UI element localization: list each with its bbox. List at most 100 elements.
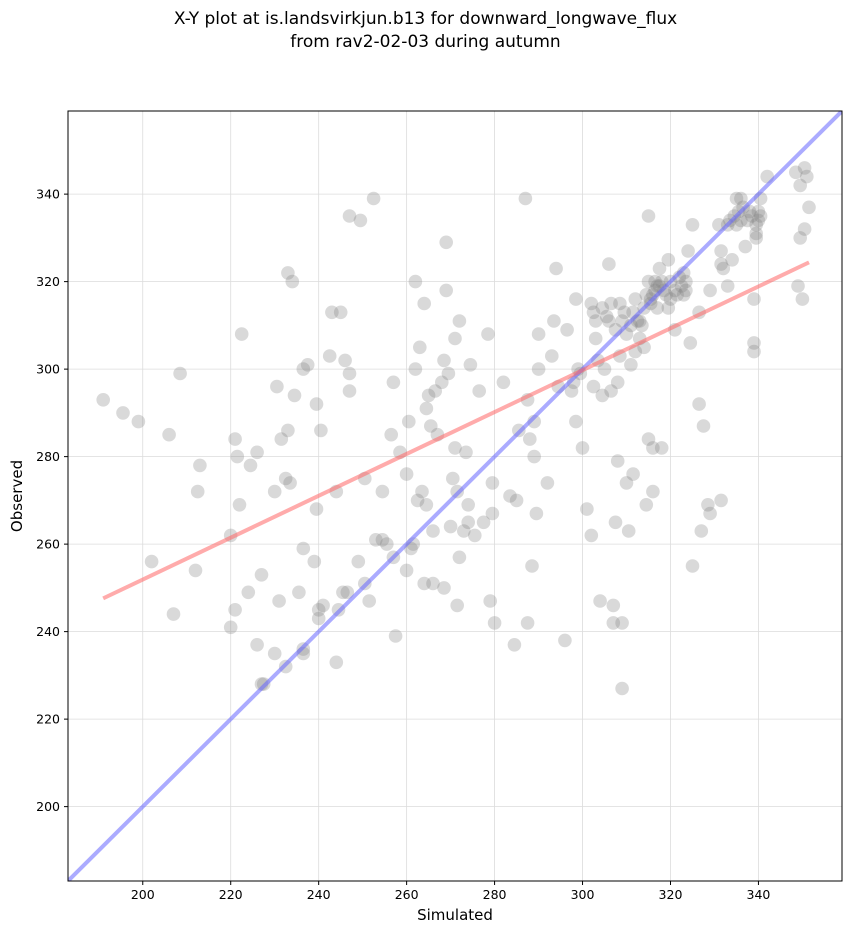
- data-point: [615, 681, 629, 696]
- data-point: [463, 358, 478, 372]
- data-point: [375, 533, 390, 547]
- data-point: [529, 506, 544, 521]
- data-point: [569, 414, 583, 429]
- data-point: [692, 397, 706, 411]
- data-point: [674, 279, 689, 293]
- data-point: [681, 244, 695, 258]
- data-point: [747, 336, 761, 350]
- y-tick-label: 200: [36, 799, 60, 814]
- data-point: [342, 366, 357, 381]
- data-point: [795, 292, 810, 306]
- data-point: [720, 279, 735, 293]
- data-point: [527, 449, 541, 464]
- x-tick-label: 220: [219, 887, 243, 902]
- data-point: [388, 629, 403, 643]
- data-point: [753, 209, 768, 223]
- data-point: [747, 292, 761, 306]
- data-point: [540, 476, 555, 490]
- data-point: [296, 362, 311, 376]
- data-point: [584, 296, 599, 311]
- x-tick-label: 260: [395, 887, 419, 902]
- data-point: [325, 305, 339, 320]
- data-point: [797, 222, 812, 236]
- data-point: [676, 288, 691, 302]
- data-point: [281, 423, 295, 438]
- data-point: [703, 283, 717, 298]
- data-point: [595, 388, 610, 403]
- data-point: [452, 550, 467, 565]
- data-point: [509, 493, 524, 508]
- y-tick-label: 220: [36, 712, 60, 727]
- data-point: [714, 493, 728, 508]
- data-point: [617, 305, 632, 320]
- y-tick-label: 300: [36, 362, 60, 377]
- data-point: [485, 476, 500, 490]
- data-point: [267, 484, 282, 499]
- data-point: [287, 388, 302, 403]
- data-point: [366, 191, 381, 206]
- plot-frame: [67, 110, 843, 882]
- y-tick-label: 280: [36, 449, 60, 464]
- data-points: [96, 161, 816, 696]
- data-point: [309, 397, 324, 411]
- data-point: [386, 375, 401, 390]
- grid: [68, 111, 842, 881]
- data-point: [610, 454, 625, 468]
- data-point: [749, 226, 763, 241]
- data-point: [452, 314, 467, 328]
- data-point: [223, 620, 238, 635]
- data-point: [734, 191, 748, 206]
- data-point: [661, 252, 676, 267]
- x-tick-label: 240: [307, 887, 331, 902]
- data-point: [314, 423, 328, 438]
- data-point: [749, 218, 763, 232]
- data-point: [635, 318, 649, 333]
- data-point: [725, 252, 739, 267]
- data-point: [173, 366, 187, 381]
- data-point: [586, 379, 601, 394]
- data-point: [250, 445, 264, 460]
- data-point: [738, 239, 753, 254]
- data-point: [417, 576, 432, 591]
- data-point: [241, 585, 256, 600]
- data-point: [322, 349, 337, 363]
- y-tick-label: 320: [36, 274, 60, 289]
- data-point: [646, 441, 660, 455]
- data-point: [663, 292, 678, 306]
- data-point: [402, 414, 416, 429]
- data-point: [789, 165, 803, 180]
- data-point: [597, 362, 612, 376]
- data-point: [428, 384, 443, 398]
- data-point: [496, 375, 511, 390]
- data-point: [716, 261, 731, 276]
- data-point: [661, 301, 676, 315]
- data-point: [254, 568, 269, 582]
- x-tick-label: 200: [131, 887, 155, 902]
- data-point: [685, 218, 700, 232]
- data-point: [615, 616, 629, 630]
- data-point: [362, 594, 377, 608]
- data-point: [639, 498, 654, 512]
- data-point: [408, 362, 423, 376]
- data-point: [679, 283, 693, 298]
- data-point: [437, 581, 451, 595]
- data-point: [353, 213, 368, 228]
- data-point: [575, 441, 590, 455]
- y-tick-label: 240: [36, 624, 60, 639]
- regression-line: [102, 260, 810, 601]
- data-point: [193, 458, 207, 473]
- data-point: [558, 633, 572, 648]
- data-point: [749, 231, 763, 245]
- data-point: [329, 655, 344, 670]
- data-point: [650, 301, 665, 315]
- data-point: [604, 296, 618, 311]
- data-point: [375, 484, 390, 499]
- data-point: [421, 388, 436, 403]
- y-tick-label: 260: [36, 537, 60, 552]
- data-point: [641, 274, 656, 289]
- data-point: [274, 432, 289, 446]
- y-tick-label: 340: [36, 187, 60, 202]
- data-point: [624, 358, 638, 372]
- data-point: [162, 427, 176, 442]
- data-point: [281, 266, 295, 280]
